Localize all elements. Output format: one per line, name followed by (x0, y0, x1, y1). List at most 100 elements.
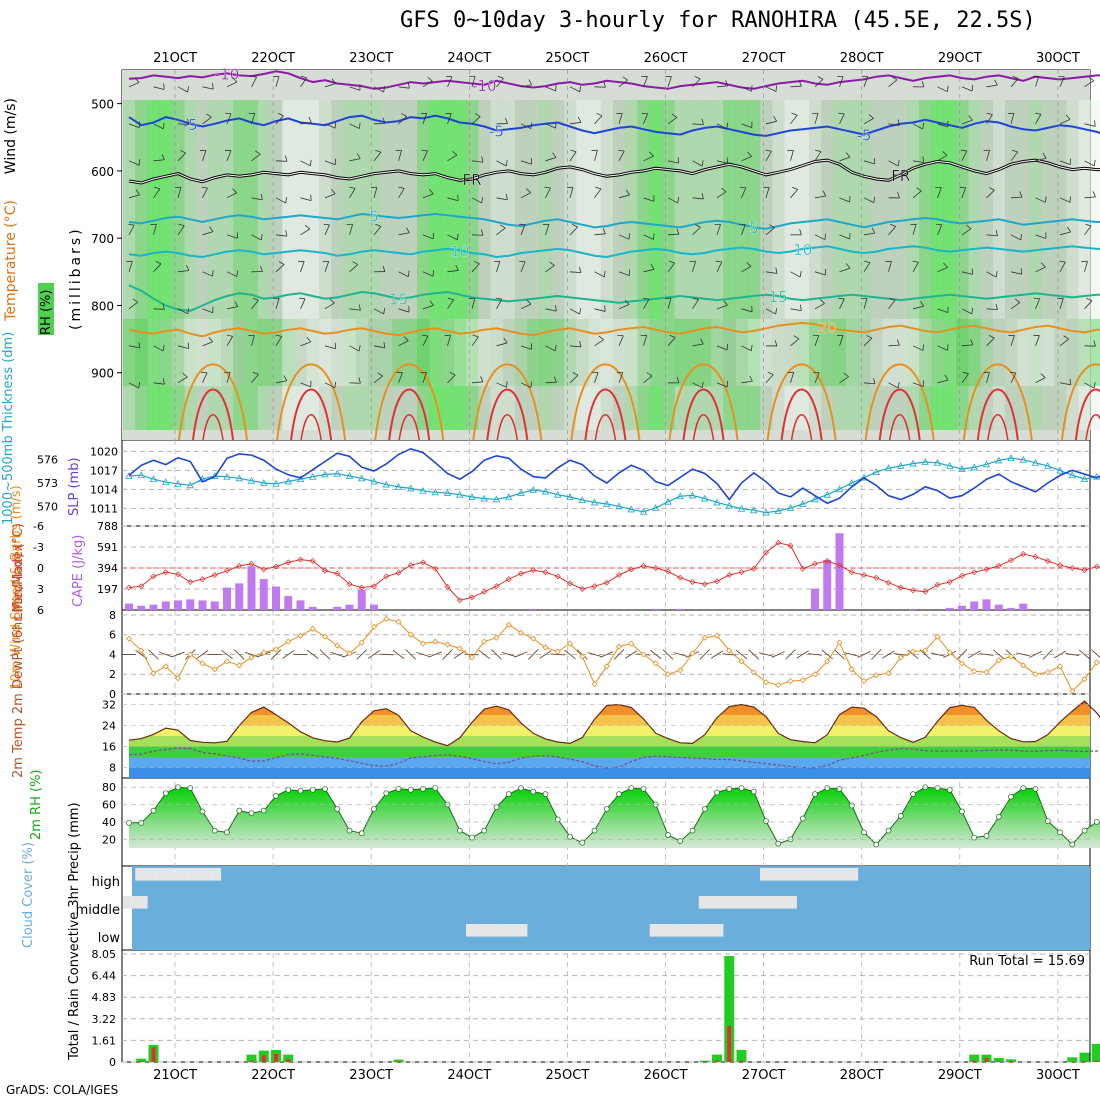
wind-barb (300, 261, 305, 272)
wind-barb-flag (553, 376, 557, 383)
wind-barb (961, 308, 972, 315)
wind-barb-flag (180, 150, 186, 154)
rh-patch (992, 100, 1006, 430)
li-marker (236, 562, 243, 569)
rh-marker (775, 840, 782, 847)
wind-speed-marker (383, 615, 390, 622)
wind-barb-flag (1020, 233, 1023, 241)
wind-barb-flag (408, 270, 410, 277)
rh-patch (233, 100, 246, 430)
thickness-marker (799, 500, 807, 507)
rh-patch (453, 100, 467, 430)
li-marker (1081, 567, 1088, 574)
rh-patch-low (1029, 318, 1042, 387)
li-marker (481, 588, 488, 595)
wind-barb (716, 85, 728, 88)
wind-barb (520, 160, 532, 165)
wind-speed-marker (775, 682, 782, 689)
rh-patch-low (772, 318, 785, 387)
wind-barb (1084, 261, 1088, 272)
wind-barb-flag (650, 264, 655, 270)
rh-patch-low (196, 318, 209, 387)
wind-barb-flag (723, 300, 728, 306)
wind-barb-flag (994, 79, 998, 86)
temp-loop-35 (888, 414, 911, 441)
wind-barb-flag (618, 149, 625, 152)
wind-barb (349, 123, 360, 129)
wind-barb-flag (791, 112, 798, 116)
rh-marker (567, 833, 573, 840)
cape-bar (161, 601, 170, 610)
wind-barb-flag (1086, 297, 1093, 302)
wind-barb (275, 115, 284, 125)
wind-barb-10m (392, 649, 405, 660)
wind-barb (398, 188, 405, 199)
cloud-block (698, 924, 712, 937)
wind-barb-flag (798, 80, 802, 87)
rh-patch-low (294, 318, 307, 387)
wind-barb (1059, 231, 1071, 236)
wind-barb (594, 308, 606, 312)
rh-patch (637, 100, 650, 430)
wind-barb-flag (275, 334, 282, 337)
wind-barb (937, 379, 949, 384)
wind-speed-marker (248, 654, 255, 661)
li-marker (750, 565, 757, 572)
wind-barb-flag (497, 75, 504, 79)
cloud-block (172, 868, 185, 881)
wind-barb (520, 123, 532, 129)
wind-barb (961, 150, 968, 161)
precip-total-bar (136, 1058, 147, 1062)
wind-barb-flag (1069, 196, 1071, 203)
wind-barb-flag (775, 85, 778, 92)
rh-marker (358, 830, 365, 837)
cloud-block (208, 868, 222, 881)
wind-barb-10m (1042, 649, 1053, 660)
wind-barb-flag (579, 266, 582, 273)
temp-loop-35 (202, 414, 224, 441)
wind-barb (226, 234, 238, 239)
wind-barb-10m (1078, 649, 1091, 660)
wind-barb (447, 234, 458, 241)
wind-barb-flag (642, 297, 650, 300)
wind-barb-flag (308, 116, 312, 123)
thickness-marker (603, 500, 611, 507)
wind-barb-flag (890, 223, 896, 227)
thickness-marker (701, 494, 709, 502)
wind-barb (692, 261, 696, 272)
wind-barb (177, 345, 189, 350)
thickness-marker (186, 481, 194, 489)
thickness-marker (652, 504, 660, 511)
wind-barb-10m (857, 651, 871, 658)
cloud-block (711, 896, 724, 909)
x-tick-label-bottom: 30OCT (1036, 1068, 1080, 1083)
wind-speed-marker (1056, 663, 1064, 670)
wind-speed-marker (799, 677, 806, 684)
wind-barb (839, 197, 850, 203)
li-marker (285, 559, 292, 566)
li-marker (787, 542, 794, 549)
rh-patch (1017, 100, 1030, 430)
wind-barb-flag (1093, 340, 1096, 347)
thickness-marker (1080, 475, 1089, 483)
rh-patch (392, 100, 405, 430)
wind-barb-10m (956, 649, 968, 660)
wind-barb (226, 271, 238, 277)
li-marker (579, 586, 586, 592)
wind-tick-label: 6 (109, 629, 116, 642)
cloud-block (662, 924, 675, 937)
wind-barb-flag (201, 371, 208, 374)
wind-barb (177, 308, 188, 315)
wind-barb (202, 341, 213, 347)
isotherm-label: FR (462, 171, 481, 189)
wind-speed-marker (934, 633, 941, 640)
rh-marker (848, 802, 855, 809)
rh-patch (429, 100, 442, 430)
wind-barb (202, 271, 213, 277)
wind-barb-flag (922, 123, 925, 130)
wind-speed-marker (701, 634, 708, 641)
wind-barb-10m (528, 649, 539, 660)
rh-marker (959, 808, 965, 815)
wind-barb (961, 86, 973, 92)
temp-loop-25 (472, 363, 543, 441)
